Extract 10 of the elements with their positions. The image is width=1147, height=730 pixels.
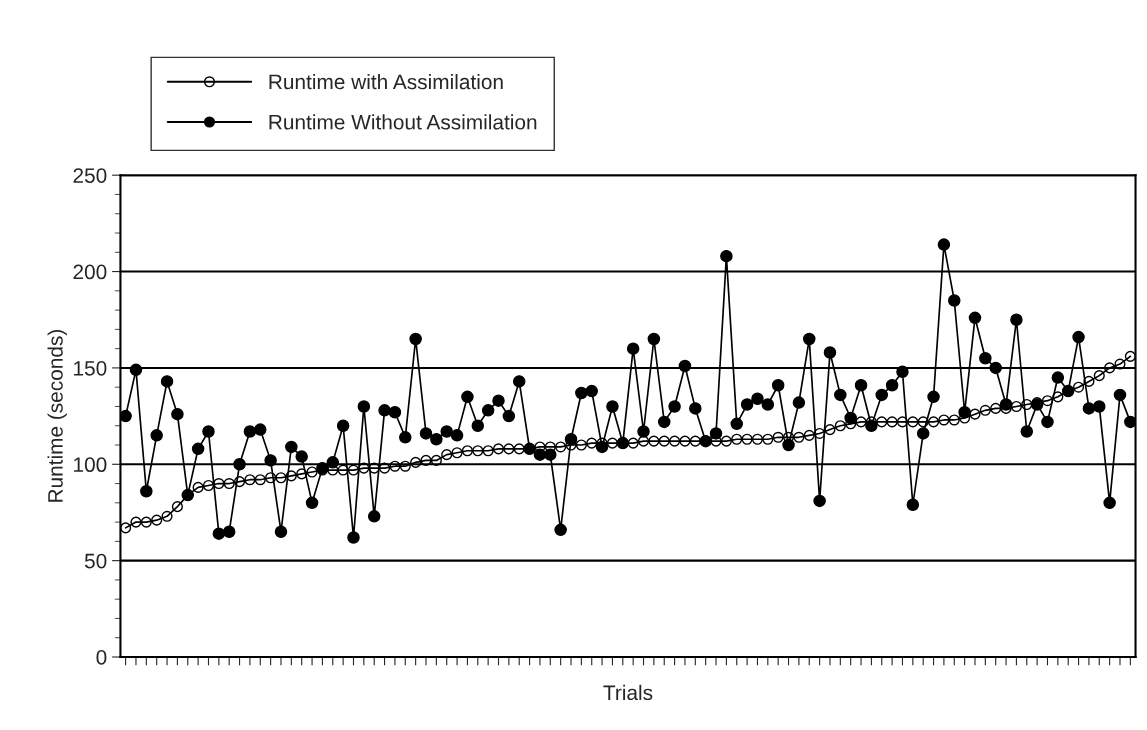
y-tick-label: 50 bbox=[84, 553, 107, 569]
legend-label: Runtime with Assimilation bbox=[269, 73, 503, 90]
y-tick-label: 150 bbox=[74, 360, 107, 376]
y-tick-label: 250 bbox=[73, 168, 107, 183]
y-tick-label: 0 bbox=[96, 650, 107, 665]
y-tick-label: 200 bbox=[73, 264, 107, 280]
y-tick-label: 100 bbox=[74, 457, 107, 473]
legend-label: Runtime Without Assimilation bbox=[269, 114, 537, 130]
x-axis-title: Trials bbox=[603, 684, 653, 701]
y-axis-title: Runtime (seconds) bbox=[47, 329, 67, 502]
